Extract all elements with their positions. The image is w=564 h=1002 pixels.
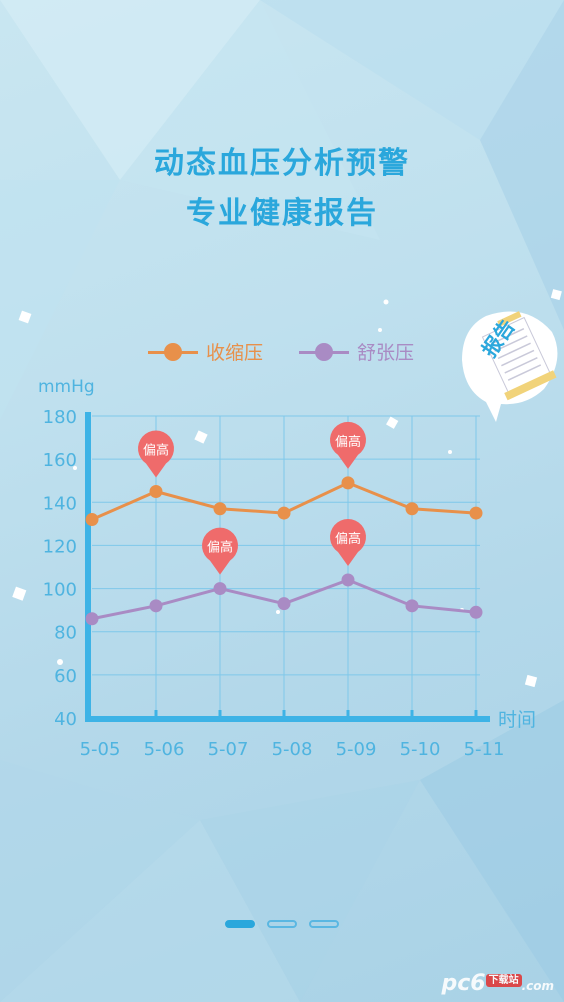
page-dot-1[interactable] [225, 920, 255, 928]
page-indicator [0, 920, 564, 928]
watermark-suffix: 下载站 [485, 974, 522, 987]
report-badge: 报告 [462, 311, 558, 422]
legend-item-diastolic: 舒张压 [299, 338, 414, 365]
headline-subtitle: 专业健康报告 [186, 196, 378, 231]
watermark: pc6 下载站 .com [441, 971, 554, 996]
legend-swatch-systolic [148, 342, 198, 362]
chart-legend: 收缩压 舒张压 [148, 338, 414, 365]
page-dot-3[interactable] [309, 920, 339, 928]
legend-label-diastolic: 舒张压 [357, 342, 415, 364]
headline-title: 动态血压分析预警 [154, 146, 410, 181]
watermark-text: pc6 [441, 971, 486, 996]
page-dot-2[interactable] [267, 920, 297, 928]
watermark-tld: .com [521, 979, 554, 993]
legend-label-systolic: 收缩压 [206, 342, 264, 364]
legend-item-systolic: 收缩压 [148, 338, 263, 365]
legend-swatch-diastolic [299, 342, 350, 362]
